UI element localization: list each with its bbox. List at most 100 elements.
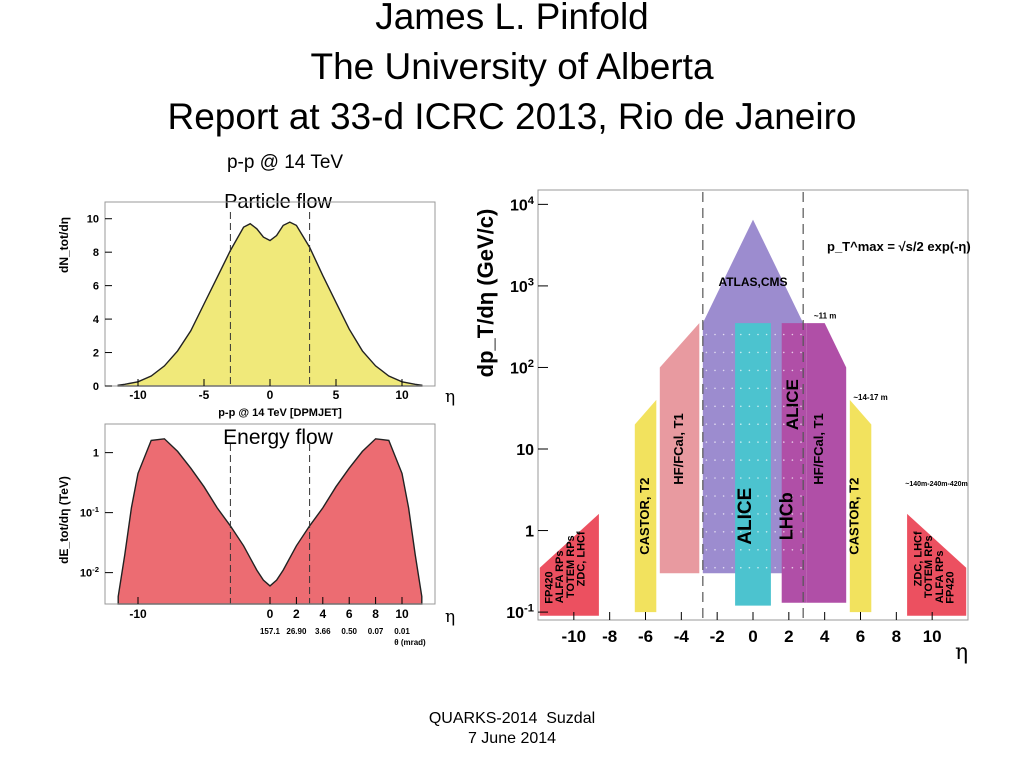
dot [791,531,794,533]
x-tick-label--2: -2 [710,627,725,646]
dot [731,477,733,479]
x-tick-label-4: 4 [820,627,830,646]
dot [791,566,794,569]
dot [800,369,802,372]
dot [765,495,768,497]
dot [783,351,785,354]
dot [714,423,716,426]
dot [705,441,708,443]
dot [800,459,802,461]
x-tick-label-6: 6 [856,627,865,646]
dot [705,495,708,497]
x-tick-label-10: 10 [395,607,409,621]
dot [705,566,708,569]
y-tick-label-6: 6 [93,281,99,293]
particle-flow-eta-symbol: η [445,387,455,407]
y-tick-label-2: 1 [93,448,99,460]
y-tick-label-4: 103 [510,277,534,296]
y-tick-label-1: 10-1 [80,505,100,519]
particle-flow-xlabel: p-p @ 14 TeV [DPMJET] [218,407,342,419]
dot [714,459,716,461]
dot [722,566,725,569]
dot [791,441,794,443]
dot [731,441,733,443]
x-tick-label-8: 8 [892,627,901,646]
dot [748,387,751,390]
dot [800,441,802,443]
dot [748,495,751,497]
dot [731,549,733,551]
x-tick-label-0: 0 [748,627,757,646]
dot [765,351,768,354]
dot [765,405,768,408]
theta-label-3: 0.50 [341,627,357,636]
x-tick-label-10: 10 [923,627,942,646]
totem-right-label: TOTEM RPs [923,535,935,598]
dot [748,531,751,533]
dot [757,333,759,336]
dot [722,477,725,479]
title-line-3: Report at 33-d ICRC 2013, Rio de Janeiro [167,96,857,137]
dot [722,405,725,408]
zdc-right-label: ZDC, LHCf [912,531,924,586]
title-line-2: The University of Alberta [310,46,714,87]
dot [774,333,776,336]
x-tick-label-2: 2 [784,627,793,646]
detector-coverage-ylabel: dp_T/dη (GeV/c) [473,209,498,378]
dot [722,459,725,461]
energy-flow-eta-symbol: η [445,607,455,627]
pt-max-formula: p_T^max = √s/2 exp(-η) [827,239,971,254]
dot [791,477,794,479]
dot [740,549,742,551]
dot [731,405,733,408]
x-tick-label--4: -4 [674,627,690,646]
dot [774,566,776,569]
dot [783,405,785,408]
hf-fcal-t1-left [659,323,700,574]
dot [714,477,716,479]
dot [800,566,802,569]
dot [783,566,785,569]
dot [748,459,751,461]
energy-flow-title: Energy flow [223,426,334,449]
dot [783,513,785,515]
dot [774,531,776,533]
dot [791,369,794,372]
fp420-left-label: FP420 [543,571,555,603]
dot [740,495,742,497]
dot [791,423,794,426]
dot [714,566,716,569]
distance-label-0: ~11 m [814,311,836,320]
title-line-1: James L. Pinfold [375,0,649,37]
dot [774,513,776,515]
dot [748,441,751,443]
dot [740,513,742,515]
dot [748,333,751,336]
dot [765,387,768,390]
dot [705,513,708,515]
dot [705,423,708,426]
dot [705,477,708,479]
particle-flow-ylabel: dN_tot/dη [57,217,71,273]
dot [800,387,802,390]
detector-coverage-chart: ATLAS,CMS ALICE LHCb ALICE HF/FCal, T1 HF/FCa… [473,189,971,665]
forward-left-region [539,513,599,616]
dot [731,369,733,372]
y-tick-label-5: 104 [510,195,535,214]
dot [740,459,742,461]
y-tick-label-0: 10-1 [506,603,534,622]
dot [791,459,794,461]
dot [774,423,776,426]
dot [774,495,776,497]
y-tick-label-1: 1 [525,524,534,541]
dot [791,351,794,354]
energy-flow-ylabel: dE_tot/dη (TeV) [57,476,71,564]
dot [765,333,768,336]
x-tick-label--8: -8 [602,627,617,646]
y-tick-label-0: 0 [93,381,99,393]
dot [740,351,742,354]
dot [791,549,794,551]
x-tick-label-5: 5 [333,388,340,402]
dot [722,387,725,390]
x-tick-label-10: 10 [395,388,409,402]
